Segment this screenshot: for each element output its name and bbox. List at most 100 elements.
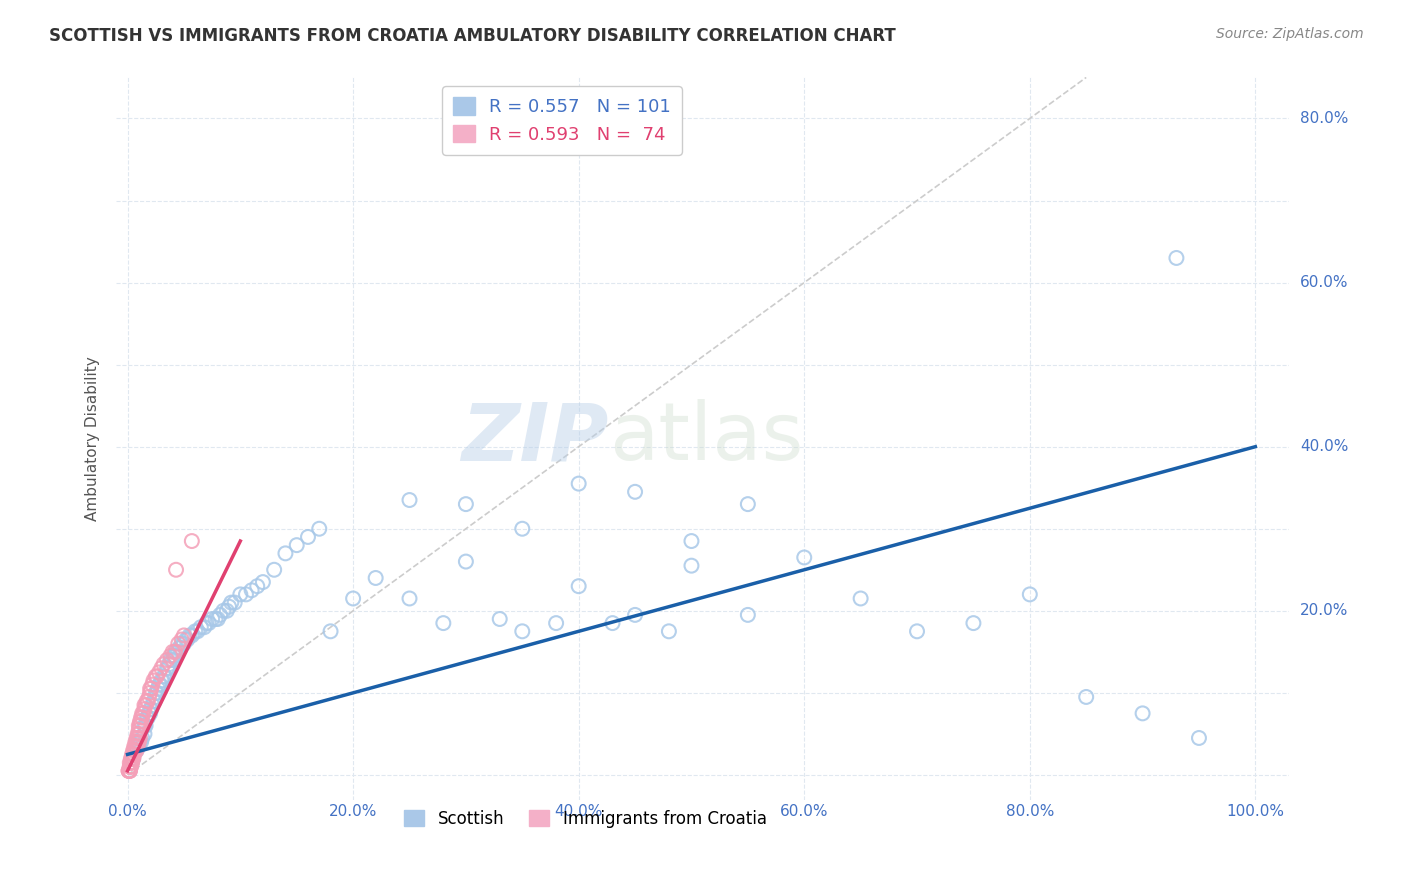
Point (120, 751, 142, 765)
Text: atlas: atlas (609, 400, 803, 477)
Point (135, 698, 157, 713)
Point (159, 653, 181, 667)
Point (121, 747, 143, 762)
Point (169, 640, 191, 655)
Point (128, 723, 150, 737)
Point (170, 632, 193, 647)
Point (510, 624, 533, 639)
Point (297, 530, 319, 544)
Point (152, 673, 174, 688)
Point (174, 632, 197, 647)
Point (186, 624, 208, 639)
Point (121, 756, 143, 770)
Point (398, 493, 420, 508)
Point (235, 587, 257, 601)
Text: 80.0%: 80.0% (1301, 111, 1348, 126)
Point (125, 735, 148, 749)
Point (120, 760, 142, 774)
Point (849, 591, 872, 606)
Text: 40.0%: 40.0% (1301, 439, 1348, 454)
Point (510, 522, 533, 536)
Legend: Scottish, Immigrants from Croatia: Scottish, Immigrants from Croatia (398, 803, 773, 835)
Point (624, 484, 647, 499)
Text: ZIP: ZIP (461, 400, 609, 477)
Point (122, 743, 145, 757)
Point (121, 751, 143, 765)
Point (190, 620, 212, 634)
Point (118, 764, 141, 778)
Point (127, 727, 149, 741)
Point (221, 596, 243, 610)
Point (145, 669, 167, 683)
Point (139, 702, 162, 716)
Point (134, 719, 156, 733)
Point (143, 694, 166, 708)
Point (122, 747, 145, 762)
Point (125, 731, 148, 745)
Text: 20.0%: 20.0% (1301, 603, 1348, 618)
Point (131, 731, 153, 745)
Point (167, 637, 190, 651)
Point (240, 583, 263, 598)
Point (124, 743, 146, 757)
Point (128, 735, 150, 749)
Point (141, 681, 163, 696)
Point (152, 669, 174, 683)
Point (156, 661, 179, 675)
Point (142, 694, 165, 708)
Point (274, 546, 297, 560)
Point (156, 653, 179, 667)
Point (141, 702, 163, 716)
Point (165, 645, 187, 659)
Point (179, 628, 201, 642)
Point (124, 747, 146, 762)
Point (285, 538, 308, 552)
Point (252, 575, 274, 590)
Point (135, 710, 157, 724)
Point (180, 628, 202, 642)
Point (118, 760, 141, 774)
Point (134, 698, 156, 713)
Point (159, 648, 181, 663)
Point (139, 706, 162, 721)
Text: Source: ZipAtlas.com: Source: ZipAtlas.com (1216, 27, 1364, 41)
Point (197, 616, 219, 631)
Point (128, 719, 150, 733)
Point (398, 591, 420, 606)
Point (1188, 731, 1211, 745)
Point (135, 694, 157, 708)
Point (146, 681, 169, 696)
Point (204, 612, 226, 626)
Point (131, 706, 153, 721)
Point (1076, 690, 1098, 704)
Point (193, 620, 215, 634)
Point (122, 747, 145, 762)
Point (624, 607, 647, 622)
Point (142, 673, 165, 688)
Point (127, 731, 149, 745)
Point (342, 591, 364, 606)
Point (207, 612, 229, 626)
Text: SCOTTISH VS IMMIGRANTS FROM CROATIA AMBULATORY DISABILITY CORRELATION CHART: SCOTTISH VS IMMIGRANTS FROM CROATIA AMBU… (49, 27, 896, 45)
Point (163, 645, 186, 659)
Point (432, 616, 454, 631)
Point (180, 534, 202, 549)
Point (1166, 251, 1188, 265)
Point (129, 719, 152, 733)
Point (121, 751, 143, 765)
Point (150, 673, 173, 688)
Point (218, 599, 240, 614)
Point (184, 624, 207, 639)
Point (120, 756, 142, 770)
Point (136, 694, 159, 708)
Point (128, 739, 150, 754)
Point (737, 497, 759, 511)
Point (118, 764, 141, 778)
Point (118, 764, 141, 778)
Point (215, 604, 238, 618)
Point (134, 727, 156, 741)
Point (141, 698, 163, 713)
Point (163, 648, 186, 663)
Point (454, 555, 477, 569)
Point (263, 563, 285, 577)
